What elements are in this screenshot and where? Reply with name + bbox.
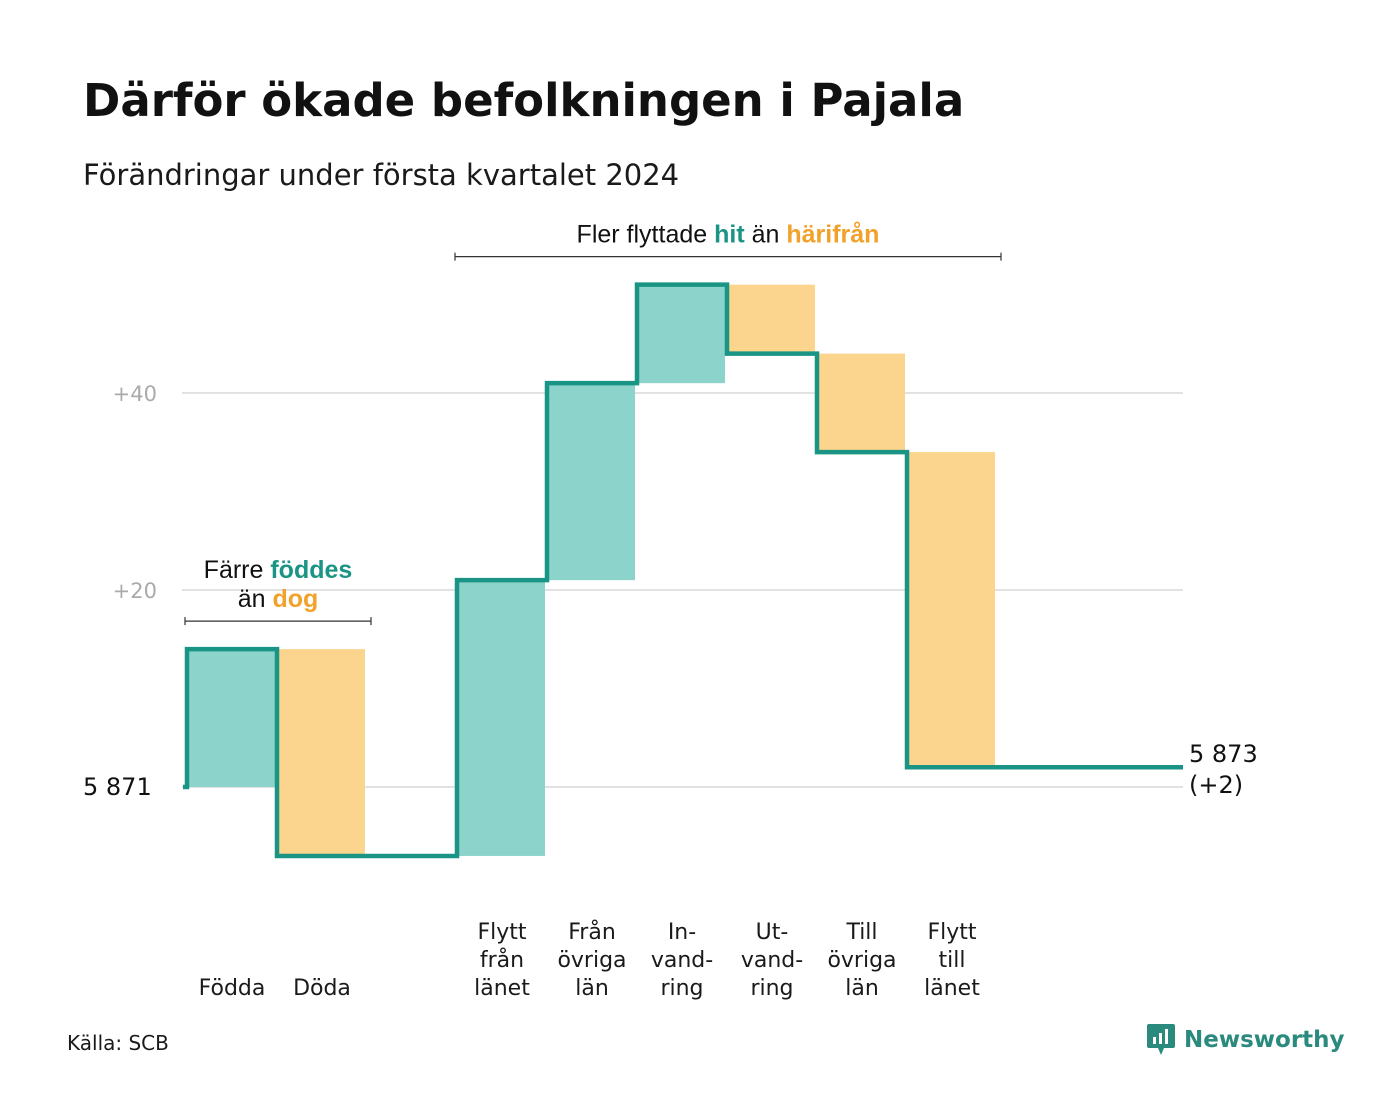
annotation-text: Färre föddes — [204, 556, 353, 584]
category-label: Från — [568, 919, 616, 945]
bar-decrease — [279, 649, 365, 856]
category-label: vand- — [651, 948, 713, 973]
category-label: övriga — [827, 948, 896, 973]
bar-decrease — [909, 452, 995, 768]
bar-decrease — [729, 284, 815, 354]
category-label: från — [480, 947, 524, 973]
category-label: Till — [845, 920, 877, 945]
category-label: ring — [660, 976, 703, 1001]
category-label: till — [939, 948, 966, 973]
end-value-label: 5 873 — [1189, 740, 1258, 768]
annotation-segment: dog — [272, 585, 318, 613]
y-tick-label: +20 — [113, 579, 157, 603]
category-label: län — [845, 976, 879, 1001]
source-note: Källa: SCB — [67, 1031, 169, 1055]
end-change-label: (+2) — [1189, 771, 1243, 799]
annotation-segment: Färre — [204, 556, 271, 584]
chart-title: Därför ökade befolkningen i Pajala — [83, 74, 965, 127]
bar-decrease — [819, 353, 905, 453]
annotation-text: Fler flyttade hit än härifrån — [577, 221, 880, 249]
category-label: Födda — [199, 976, 266, 1001]
category-label: länet — [924, 976, 980, 1001]
category-label: län — [575, 976, 609, 1001]
newsworthy-logo-icon — [1147, 1024, 1175, 1055]
logo-wordmark: Newsworthy — [1184, 1027, 1345, 1053]
category-label: övriga — [557, 948, 626, 973]
annotation-segment: än — [238, 585, 273, 613]
annotation-segment: föddes — [270, 556, 352, 584]
annotation-text: än dog — [238, 585, 319, 613]
category-label: vand- — [741, 948, 803, 973]
annotation-segment: än — [745, 221, 787, 249]
category-label: länet — [474, 976, 530, 1001]
category-label: In- — [668, 920, 696, 945]
y-tick-label: +40 — [113, 382, 157, 406]
newsworthy-logo[interactable]: Newsworthy — [1146, 1022, 1345, 1058]
category-label: Flytt — [477, 920, 526, 945]
category-label: Flytt — [927, 920, 976, 945]
cumulative-step-line — [183, 282, 1183, 859]
category-label: Döda — [293, 976, 351, 1001]
bar-increase — [549, 383, 635, 581]
category-label: ring — [750, 976, 793, 1001]
start-value-label: 5 871 — [83, 773, 152, 801]
bar-increase — [189, 649, 275, 787]
annotation-segment: härifrån — [786, 221, 879, 249]
annotation-segment: hit — [714, 221, 745, 249]
bar-increase — [639, 284, 725, 384]
annotation-segment: Fler flyttade — [577, 221, 715, 249]
bar-increase — [459, 580, 545, 856]
category-label: Ut- — [756, 920, 789, 945]
chart-subtitle: Förändringar under första kvartalet 2024 — [83, 158, 680, 192]
